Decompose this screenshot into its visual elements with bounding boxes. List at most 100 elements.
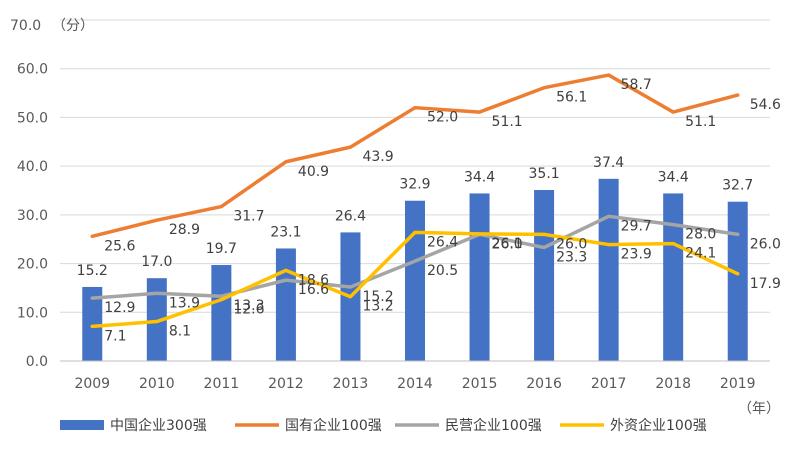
x-tick-label: 2017 xyxy=(591,376,627,392)
x-axis-ticks: 2009 2010 2011 2012 2013 2014 2015 2016 2017 2018… xyxy=(74,376,755,392)
bar-value-label: 19.7 xyxy=(206,241,237,257)
line-point xyxy=(348,285,352,289)
line-point xyxy=(284,268,288,272)
y-tick-label: 10.0 xyxy=(17,305,48,321)
line-point xyxy=(284,160,288,164)
line-point xyxy=(736,272,740,276)
bar-value-label: 35.1 xyxy=(529,166,560,182)
line-point xyxy=(219,298,223,302)
line-point xyxy=(607,243,611,247)
y-tick-label: 70.0 xyxy=(10,18,41,34)
bar xyxy=(146,278,167,361)
line-value-label: 51.1 xyxy=(492,114,523,130)
y-axis-unit: （分） xyxy=(52,18,94,34)
x-tick-label: 2011 xyxy=(204,376,240,392)
line-point xyxy=(90,296,94,300)
y-tick-label: 30.0 xyxy=(17,208,48,224)
line-point xyxy=(155,291,159,295)
line-value-label: 13.3 xyxy=(233,298,264,314)
x-tick-label: 2012 xyxy=(268,376,304,392)
line-value-label: 23.9 xyxy=(621,247,652,263)
line-value-label: 26.0 xyxy=(556,236,587,252)
line-value-label: 16.6 xyxy=(298,282,329,298)
bar xyxy=(598,178,619,361)
line-value-label: 24.1 xyxy=(685,246,716,262)
line-point xyxy=(671,242,675,246)
line-value-label: 40.9 xyxy=(298,164,329,180)
bar xyxy=(82,286,103,361)
bar-value-label: 17.0 xyxy=(141,254,172,270)
line-value-label: 13.2 xyxy=(362,299,393,315)
bar-value-label: 15.2 xyxy=(77,263,108,279)
line-value-label: 29.7 xyxy=(621,218,652,234)
bar xyxy=(405,200,425,361)
x-tick-label: 2018 xyxy=(655,376,691,392)
bar-value-label: 32.9 xyxy=(399,177,430,193)
line-value-label: 23.3 xyxy=(556,249,587,265)
line-value-label: 28.0 xyxy=(685,227,716,243)
legend-swatch-bar xyxy=(60,420,104,430)
line-value-label: 25.6 xyxy=(104,238,135,254)
line-value-label: 56.1 xyxy=(556,90,587,106)
x-tick-label: 2009 xyxy=(74,376,110,392)
line-value-label: 31.7 xyxy=(233,209,264,225)
line-value-label: 26.4 xyxy=(427,234,458,250)
line-point xyxy=(607,73,611,77)
bar-value-label: 34.4 xyxy=(464,169,495,185)
x-axis-unit: （年） xyxy=(738,401,780,417)
line-point xyxy=(90,234,94,238)
x-tick-label: 2016 xyxy=(526,376,562,392)
legend-label: 外资企业100强 xyxy=(610,417,707,434)
line-value-label: 13.9 xyxy=(169,295,200,311)
line-point xyxy=(413,106,417,110)
line-point xyxy=(284,278,288,282)
bar xyxy=(211,265,232,361)
line-point xyxy=(736,93,740,97)
line-value-label: 8.1 xyxy=(169,324,191,340)
bar xyxy=(727,201,748,361)
y-axis-ticks: 0.0 10.0 20.0 30.0 40.0 50.0 60.0 70.0 xyxy=(10,18,48,370)
legend-label: 国有企业100强 xyxy=(285,417,382,434)
y-tick-label: 60.0 xyxy=(17,62,48,78)
line-point xyxy=(736,232,740,236)
line-point xyxy=(478,232,482,236)
bar-value-label: 34.4 xyxy=(658,169,689,185)
line-point xyxy=(413,230,417,234)
line-point xyxy=(348,295,352,299)
line-point xyxy=(413,259,417,263)
bar xyxy=(275,248,296,361)
bar xyxy=(534,190,555,361)
x-tick-label: 2015 xyxy=(462,376,498,392)
x-tick-label: 2014 xyxy=(397,376,433,392)
y-tick-label: 50.0 xyxy=(17,110,48,126)
line-point xyxy=(542,86,546,90)
line-point xyxy=(671,110,675,114)
x-tick-label: 2013 xyxy=(333,376,369,392)
line-value-label: 20.5 xyxy=(427,263,458,279)
y-tick-label: 0.0 xyxy=(26,354,48,370)
line-value-label: 26.0 xyxy=(492,236,523,252)
line-point xyxy=(542,232,546,236)
line-value-label: 28.9 xyxy=(169,222,200,238)
line-point xyxy=(155,320,159,324)
bar xyxy=(469,193,490,361)
y-tick-label: 20.0 xyxy=(17,257,48,273)
bar xyxy=(663,193,684,361)
line-value-label: 12.9 xyxy=(104,300,135,316)
line-point xyxy=(542,245,546,249)
bar-value-label: 26.4 xyxy=(335,208,366,224)
line-point xyxy=(348,145,352,149)
line-value-label: 17.9 xyxy=(750,276,781,292)
line-point xyxy=(478,110,482,114)
legend-label: 中国企业300强 xyxy=(110,417,207,434)
line-series xyxy=(90,73,740,329)
bar-value-label: 32.7 xyxy=(722,178,753,194)
line-value-label: 7.1 xyxy=(104,328,126,344)
legend-label: 民营企业100强 xyxy=(445,417,542,434)
line-point xyxy=(671,223,675,227)
line-value-label: 18.6 xyxy=(298,272,329,288)
data-labels: 15.2 17.0 19.7 23.1 26.4 32.9 34.4 35.1 37.4 34.4… xyxy=(77,77,781,344)
line-value-label: 26.0 xyxy=(750,236,781,252)
line-point xyxy=(90,324,94,328)
